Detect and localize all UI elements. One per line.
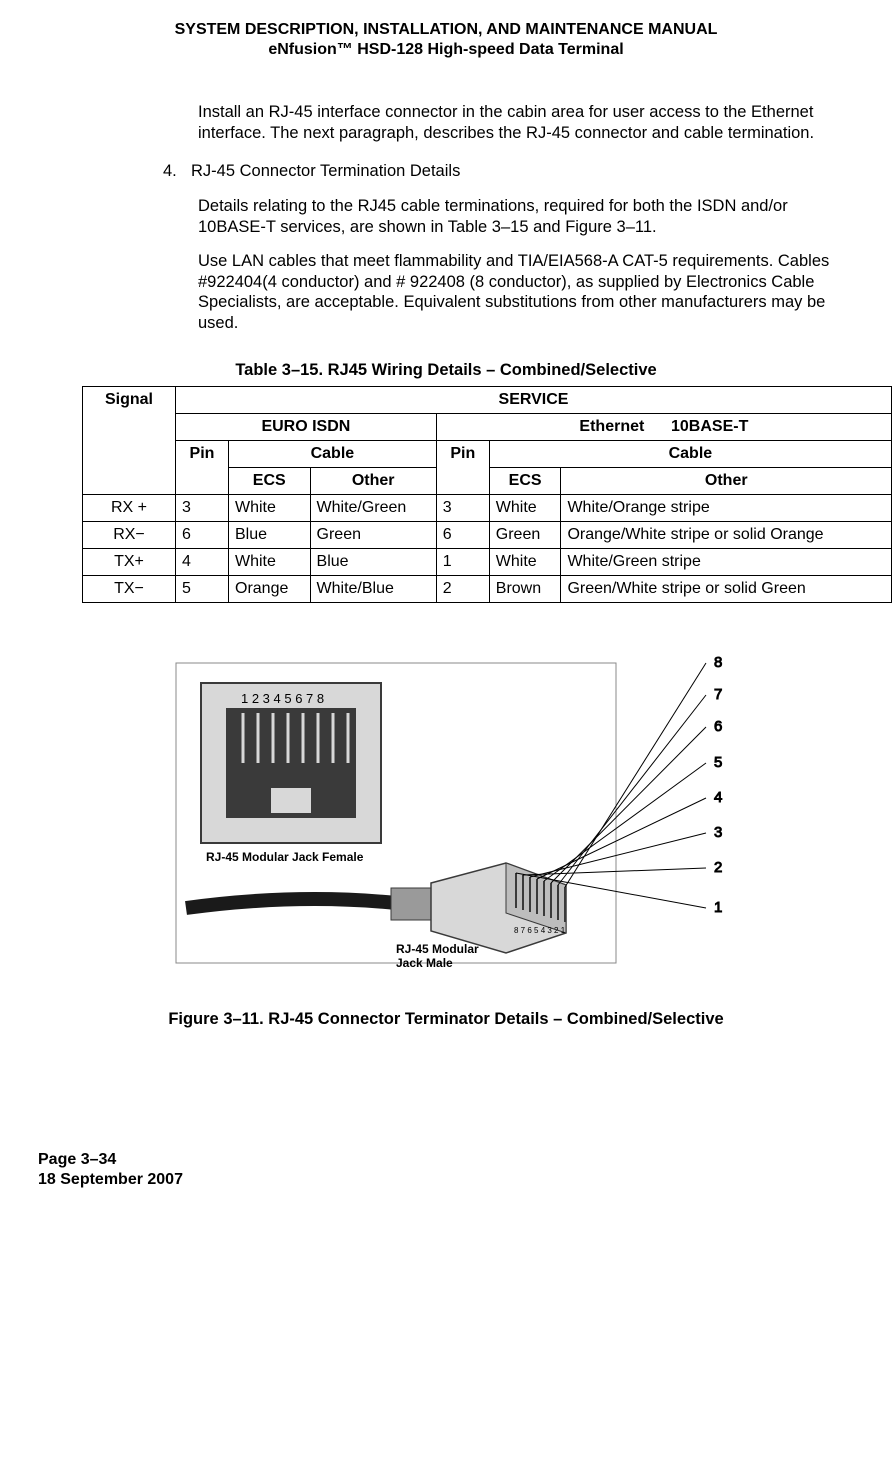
table-row: RX + 3 White White/Green 3 White White/O…: [83, 495, 892, 522]
doc-header: SYSTEM DESCRIPTION, INSTALLATION, AND MA…: [38, 20, 854, 60]
cell-pin1: 5: [176, 576, 229, 603]
cell-other1: Green: [310, 522, 436, 549]
cell-ecs1: White: [229, 495, 311, 522]
pin-label-2: 2: [714, 859, 722, 876]
pin-label-3: 3: [714, 824, 722, 841]
cell-other2: White/Green stripe: [561, 549, 892, 576]
female-pin-numbers: 1 2 3 4 5 6 7 8: [241, 691, 324, 706]
pin-label-6: 6: [714, 718, 722, 735]
th-signal: Signal: [83, 387, 176, 495]
cell-signal: RX +: [83, 495, 176, 522]
cell-signal: TX+: [83, 549, 176, 576]
th-service: SERVICE: [176, 387, 892, 414]
th-10base-t: 10BASE-T: [671, 418, 748, 435]
pin-label-7: 7: [714, 686, 722, 703]
th-other-2: Other: [561, 468, 892, 495]
pin-label-4: 4: [714, 789, 722, 806]
th-ethernet: Ethernet: [579, 418, 644, 435]
cell-ecs2: Green: [489, 522, 561, 549]
cell-other1: Blue: [310, 549, 436, 576]
th-pin-2: Pin: [436, 441, 489, 495]
th-ethernet-10baset: Ethernet 10BASE-T: [436, 414, 891, 441]
cell-pin1: 4: [176, 549, 229, 576]
cell-ecs2: White: [489, 549, 561, 576]
cell-other2: White/Orange stripe: [561, 495, 892, 522]
rj45-connector-icon: 1 2 3 4 5 6 7 8 RJ-45 Modular Jack Femal…: [146, 633, 746, 993]
numbered-item-4: 4. RJ-45 Connector Termination Details: [163, 161, 834, 182]
table-caption: Table 3–15. RJ45 Wiring Details – Combin…: [38, 360, 854, 381]
table-row: TX− 5 Orange White/Blue 2 Brown Green/Wh…: [83, 576, 892, 603]
cell-other1: White/Blue: [310, 576, 436, 603]
th-other-1: Other: [310, 468, 436, 495]
rj45-figure: 1 2 3 4 5 6 7 8 RJ-45 Modular Jack Femal…: [38, 633, 854, 1030]
cell-pin2: 3: [436, 495, 489, 522]
th-ecs-1: ECS: [229, 468, 311, 495]
list-title: RJ-45 Connector Termination Details: [191, 161, 834, 182]
header-line1: SYSTEM DESCRIPTION, INSTALLATION, AND MA…: [38, 20, 854, 40]
rj45-wiring-table: Signal SERVICE EURO ISDN Ethernet 10BASE…: [82, 386, 892, 603]
cell-pin2: 1: [436, 549, 489, 576]
cell-pin2: 2: [436, 576, 489, 603]
svg-text:Jack Male: Jack Male: [396, 956, 453, 970]
intro-paragraph: Install an RJ-45 interface connector in …: [198, 102, 834, 143]
footer-date: 18 September 2007: [38, 1170, 854, 1190]
page-footer: Page 3–34 18 September 2007: [38, 1150, 854, 1190]
cell-other1: White/Green: [310, 495, 436, 522]
th-pin-1: Pin: [176, 441, 229, 495]
th-euro-isdn: EURO ISDN: [176, 414, 437, 441]
male-jack-label: RJ-45 Modular: [396, 942, 479, 956]
cell-pin1: 6: [176, 522, 229, 549]
pin-label-5: 5: [714, 754, 722, 771]
th-ecs-2: ECS: [489, 468, 561, 495]
table-row: RX− 6 Blue Green 6 Green Orange/White st…: [83, 522, 892, 549]
cell-pin2: 6: [436, 522, 489, 549]
footer-page: Page 3–34: [38, 1150, 854, 1170]
female-jack-label: RJ-45 Modular Jack Female: [206, 850, 364, 864]
cell-ecs1: White: [229, 549, 311, 576]
th-cable-1: Cable: [229, 441, 437, 468]
cell-signal: TX−: [83, 576, 176, 603]
figure-caption: Figure 3–11. RJ-45 Connector Terminator …: [38, 1009, 854, 1030]
pin-label-1: 1: [714, 899, 722, 916]
cell-ecs1: Orange: [229, 576, 311, 603]
pin-label-8: 8: [714, 654, 722, 671]
table-row: TX+ 4 White Blue 1 White White/Green str…: [83, 549, 892, 576]
th-cable-2: Cable: [489, 441, 891, 468]
cell-ecs2: White: [489, 495, 561, 522]
header-line2: eNfusion™ HSD-128 High-speed Data Termin…: [38, 40, 854, 60]
cell-signal: RX−: [83, 522, 176, 549]
svg-text:8 7 6 5 4 3 2 1: 8 7 6 5 4 3 2 1: [514, 926, 566, 935]
list-number: 4.: [163, 161, 191, 182]
cell-ecs1: Blue: [229, 522, 311, 549]
cable-requirements-paragraph: Use LAN cables that meet flammability an…: [198, 251, 834, 334]
cell-ecs2: Brown: [489, 576, 561, 603]
cell-other2: Orange/White stripe or solid Orange: [561, 522, 892, 549]
cell-other2: Green/White stripe or solid Green: [561, 576, 892, 603]
details-paragraph: Details relating to the RJ45 cable termi…: [198, 196, 834, 237]
cell-pin1: 3: [176, 495, 229, 522]
